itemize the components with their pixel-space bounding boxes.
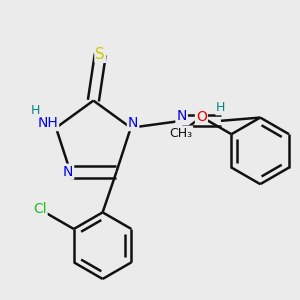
Text: H: H bbox=[31, 104, 40, 117]
Text: S: S bbox=[95, 47, 105, 62]
Text: NH: NH bbox=[37, 116, 58, 130]
Text: N: N bbox=[176, 109, 187, 123]
Text: N: N bbox=[63, 165, 73, 179]
Text: H: H bbox=[216, 101, 226, 114]
Text: N: N bbox=[128, 116, 138, 130]
Text: O: O bbox=[196, 110, 207, 124]
Text: CH₃: CH₃ bbox=[169, 127, 192, 140]
Text: Cl: Cl bbox=[33, 202, 46, 216]
